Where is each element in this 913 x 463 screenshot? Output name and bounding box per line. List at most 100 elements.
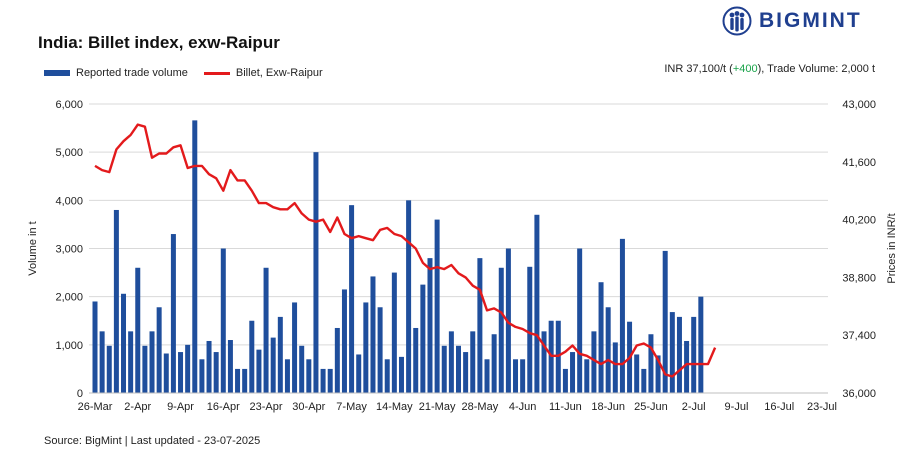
volume-bar [427, 258, 433, 393]
volume-bar [391, 272, 397, 393]
volume-bar [441, 345, 447, 393]
brand-logo: BIGMINT [722, 6, 862, 36]
volume-bar [99, 331, 105, 393]
volume-bar [334, 327, 340, 393]
volume-bar [170, 234, 176, 393]
volume-bar [641, 368, 647, 393]
volume-bar [541, 331, 547, 393]
volume-bar [356, 354, 362, 393]
volume-bar [128, 331, 134, 393]
volume-bar [199, 359, 205, 393]
x-tick-label: 2-Jul [682, 401, 706, 413]
volume-bar [263, 267, 269, 393]
volume-bar [534, 214, 540, 393]
x-tick-label: 18-Jun [591, 401, 625, 413]
x-tick-label: 21-May [419, 401, 456, 413]
legend-label-price: Billet, Exw-Raipur [235, 67, 323, 79]
volume-bar [192, 120, 198, 394]
y-left-tick-label: 1,000 [55, 340, 83, 352]
people-globe-icon [722, 6, 752, 36]
volume-bar [156, 307, 162, 393]
volume-bar [406, 200, 412, 393]
volume-bar [270, 337, 276, 393]
volume-bar [648, 334, 654, 393]
volume-bar [256, 349, 262, 393]
volume-bar [292, 302, 298, 393]
volume-bar [684, 340, 690, 393]
volume-bar [655, 355, 661, 393]
volume-bar [327, 368, 333, 393]
volume-bar [698, 296, 704, 393]
volume-bar [669, 312, 675, 393]
volume-bar [185, 344, 191, 393]
x-tick-label: 9-Jul [725, 401, 749, 413]
x-tick-label: 2-Apr [124, 401, 151, 413]
x-tick-label: 11-Jun [549, 401, 582, 413]
volume-bar [470, 331, 476, 393]
volume-bar [306, 359, 312, 393]
volume-bar [235, 368, 241, 393]
x-tick-label: 26-Mar [78, 401, 113, 413]
volume-bar [227, 340, 233, 393]
volume-bar [598, 282, 604, 393]
volume-bar [513, 359, 519, 393]
y-left-tick-label: 0 [77, 388, 83, 400]
volume-bar [456, 345, 461, 393]
volume-bar [691, 316, 697, 393]
volume-bar [142, 345, 148, 393]
volume-bar [463, 352, 469, 393]
summary-prefix: INR 37,100/t ( [664, 63, 733, 75]
x-tick-label: 4-Jun [509, 401, 537, 413]
volume-bar [213, 352, 219, 393]
volume-bar [284, 359, 290, 393]
volume-bar [612, 342, 618, 393]
volume-bar [398, 356, 404, 393]
volume-bar [313, 152, 319, 393]
volume-bar [220, 248, 226, 393]
y-left-tick-label: 2,000 [55, 292, 83, 304]
volume-bar [448, 331, 454, 393]
x-tick-label: 30-Apr [292, 401, 325, 413]
y-left-tick-label: 4,000 [55, 195, 83, 207]
volume-bar [591, 331, 597, 393]
x-tick-label: 7-May [336, 401, 367, 413]
volume-bar [570, 352, 576, 393]
x-tick-label: 16-Apr [207, 401, 240, 413]
x-tick-label: 14-May [376, 401, 413, 413]
volume-bar [149, 331, 155, 393]
x-tick-label: 16-Jul [764, 401, 794, 413]
volume-bar [178, 352, 184, 393]
volume-bar [341, 289, 347, 393]
volume-bar [477, 258, 483, 393]
summary-suffix: ), Trade Volume: 2,000 t [757, 63, 875, 75]
y-left-tick-label: 5,000 [55, 147, 83, 159]
volume-bar [92, 301, 98, 393]
volume-bar [163, 353, 169, 393]
volume-bar [562, 368, 568, 393]
volume-bar [277, 316, 283, 393]
volume-bar [520, 359, 526, 393]
volume-bar [113, 209, 119, 393]
volume-bar [498, 267, 504, 393]
volume-bar [420, 284, 426, 393]
y-right-tick-label: 38,800 [842, 272, 876, 284]
volume-bar [619, 238, 625, 393]
volume-bar [634, 354, 640, 393]
y-right-axis-title: Prices in INR/t [886, 213, 898, 283]
chart-legend: Reported trade volume Billet, Exw-Raipur [44, 67, 323, 79]
volume-bar [242, 368, 248, 393]
legend-swatch-volume [44, 70, 70, 76]
volume-bar [135, 267, 141, 393]
volume-bar [484, 359, 490, 393]
legend-swatch-price [203, 71, 230, 75]
brand-name: BIGMINT [759, 9, 862, 32]
y-left-tick-label: 6,000 [55, 99, 83, 111]
y-left-axis-title: Volume in t [27, 221, 39, 275]
volume-bar [577, 248, 583, 393]
volume-bar [377, 307, 383, 393]
y-right-tick-label: 43,000 [842, 99, 876, 111]
y-right-tick-label: 41,600 [842, 157, 876, 169]
y-right-tick-label: 40,200 [842, 215, 876, 227]
volume-bar [434, 219, 440, 393]
